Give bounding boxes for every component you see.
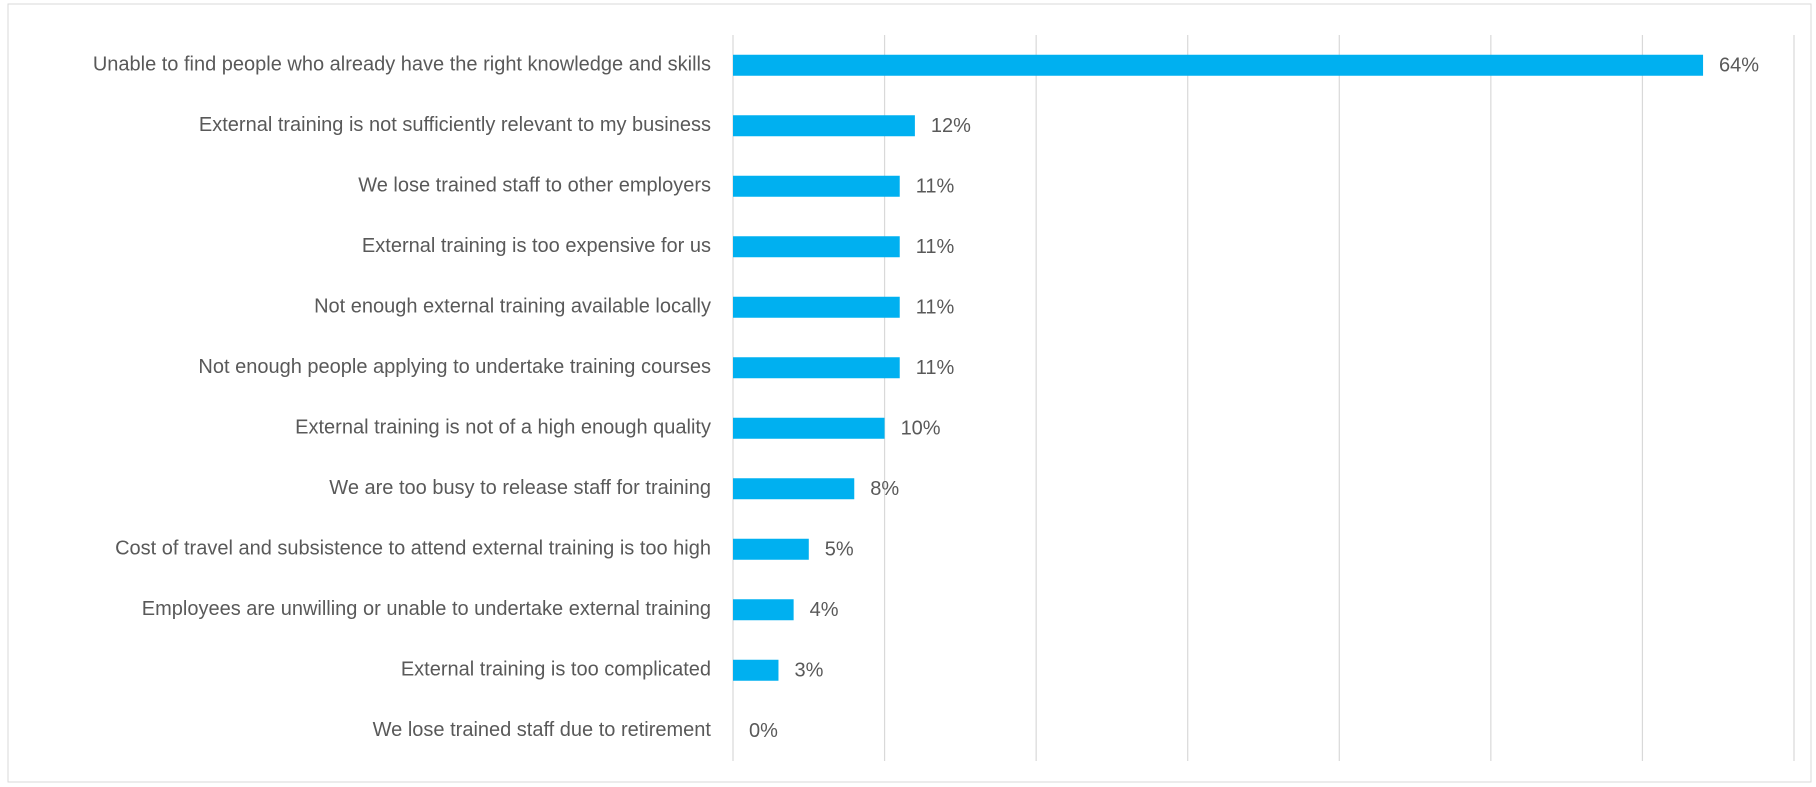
y-tick-label: Not enough external training available l… [314, 296, 711, 318]
bar [733, 357, 900, 379]
y-tick-label: Cost of travel and subsistence to attend… [115, 538, 711, 560]
bar [733, 538, 809, 560]
bar [733, 599, 794, 621]
bar [733, 54, 1704, 76]
bar [733, 478, 855, 500]
data-label: 11% [916, 357, 955, 379]
y-tick-label: Unable to find people who already have t… [93, 54, 711, 76]
y-tick-label: External training is not of a high enoug… [295, 417, 711, 439]
bar [733, 175, 900, 197]
data-label: 11% [916, 176, 955, 198]
bar [733, 236, 900, 258]
data-label: 0% [749, 720, 778, 742]
data-label: 11% [916, 297, 955, 319]
data-label: 12% [931, 115, 971, 137]
y-tick-label: Not enough people applying to undertake … [198, 356, 711, 378]
data-label: 11% [916, 236, 955, 258]
bar [733, 659, 779, 681]
bar [733, 296, 900, 318]
y-tick-label: We are too busy to release staff for tra… [329, 477, 711, 499]
data-label: 3% [794, 660, 823, 682]
y-tick-label: Employees are unwilling or unable to und… [142, 598, 711, 620]
data-label: 64% [1719, 55, 1759, 77]
y-tick-label: We lose trained staff due to retirement [373, 719, 712, 741]
y-tick-label: We lose trained staff to other employers [358, 175, 711, 197]
y-tick-label: External training is too complicated [401, 659, 711, 681]
bar [733, 417, 885, 439]
y-tick-label: External training is not sufficiently re… [199, 114, 711, 136]
bar [733, 115, 915, 137]
y-tick-label: External training is too expensive for u… [362, 235, 711, 257]
data-label: 10% [901, 418, 941, 440]
data-label: 5% [825, 539, 854, 561]
data-label: 4% [810, 599, 839, 621]
data-label: 8% [870, 478, 899, 500]
